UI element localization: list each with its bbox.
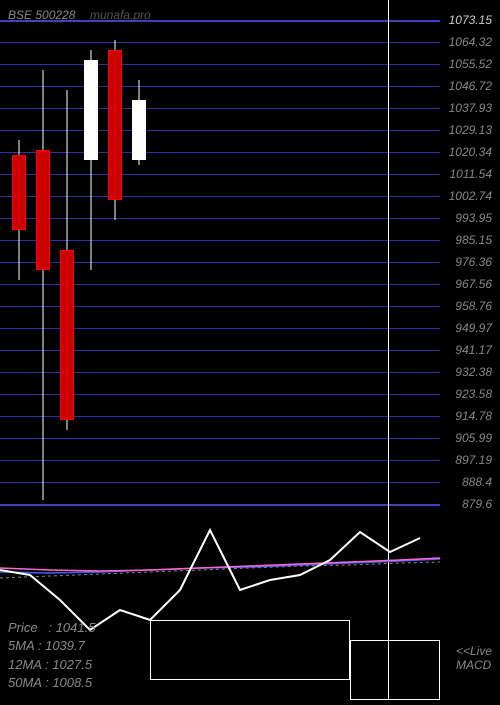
price-label: 914.78 bbox=[455, 409, 492, 423]
gridline bbox=[0, 482, 440, 483]
candle-area[interactable] bbox=[0, 20, 440, 500]
price-label: 1029.13 bbox=[449, 123, 492, 137]
price-label: 976.36 bbox=[455, 255, 492, 269]
ma50-row: 50MA : 1008.5 bbox=[8, 674, 95, 692]
info-box: Price : 1041.5 5MA : 1039.7 12MA : 1027.… bbox=[8, 619, 95, 692]
gridline bbox=[0, 460, 440, 461]
ma5-label: 5MA bbox=[8, 638, 34, 653]
macd-text: MACD bbox=[456, 658, 492, 672]
ma50-value: 1008.5 bbox=[52, 675, 92, 690]
price-label: 897.19 bbox=[455, 453, 492, 467]
ma5-row: 5MA : 1039.7 bbox=[8, 637, 95, 655]
price-label: 1064.32 bbox=[449, 35, 492, 49]
price-label: 958.76 bbox=[455, 299, 492, 313]
price-label: 1037.93 bbox=[449, 101, 492, 115]
macd-box bbox=[350, 640, 440, 700]
price-label: 1002.74 bbox=[449, 189, 492, 203]
price-label: 888.4 bbox=[462, 475, 492, 489]
candle-wick bbox=[43, 70, 44, 500]
candle-body bbox=[36, 150, 50, 270]
macd-label: <<Live MACD bbox=[456, 644, 492, 672]
gridline bbox=[0, 42, 440, 43]
price-label: 1073.15 bbox=[449, 13, 492, 27]
ma50-label: 50MA bbox=[8, 675, 41, 690]
candle-body bbox=[108, 50, 122, 200]
price-label: 949.97 bbox=[455, 321, 492, 335]
gridline bbox=[0, 86, 440, 87]
candle-body bbox=[60, 250, 74, 420]
price-label: 1055.52 bbox=[449, 57, 492, 71]
price-label: 941.17 bbox=[455, 343, 492, 357]
price-label: 1011.54 bbox=[450, 167, 493, 181]
price-label: 993.95 bbox=[455, 211, 492, 225]
live-text: <<Live bbox=[456, 644, 492, 658]
ma12-row: 12MA : 1027.5 bbox=[8, 656, 95, 674]
signal-line bbox=[0, 530, 420, 630]
price-label: 985.15 bbox=[455, 233, 492, 247]
price-label: 1020.34 bbox=[449, 145, 492, 159]
gridline bbox=[0, 20, 440, 22]
price-label: 932.38 bbox=[455, 365, 492, 379]
price-label: 923.58 bbox=[455, 387, 492, 401]
price-label: 1046.72 bbox=[449, 79, 492, 93]
macd-box bbox=[150, 620, 350, 680]
stock-chart: BSE 500228 munafa.pro 1073.151064.321055… bbox=[0, 0, 500, 700]
price-label: 905.99 bbox=[455, 431, 492, 445]
gridline bbox=[0, 438, 440, 439]
price-label: 967.56 bbox=[455, 277, 492, 291]
candle-body bbox=[132, 100, 146, 160]
gridline bbox=[0, 64, 440, 65]
price-value: 1041.5 bbox=[56, 620, 96, 635]
price-label: Price bbox=[8, 620, 38, 635]
ma12-value: 1027.5 bbox=[52, 657, 92, 672]
candle-body bbox=[12, 155, 26, 230]
candle-body bbox=[84, 60, 98, 160]
ma5-value: 1039.7 bbox=[45, 638, 85, 653]
ma12-label: 12MA bbox=[8, 657, 41, 672]
price-row: Price : 1041.5 bbox=[8, 619, 95, 637]
